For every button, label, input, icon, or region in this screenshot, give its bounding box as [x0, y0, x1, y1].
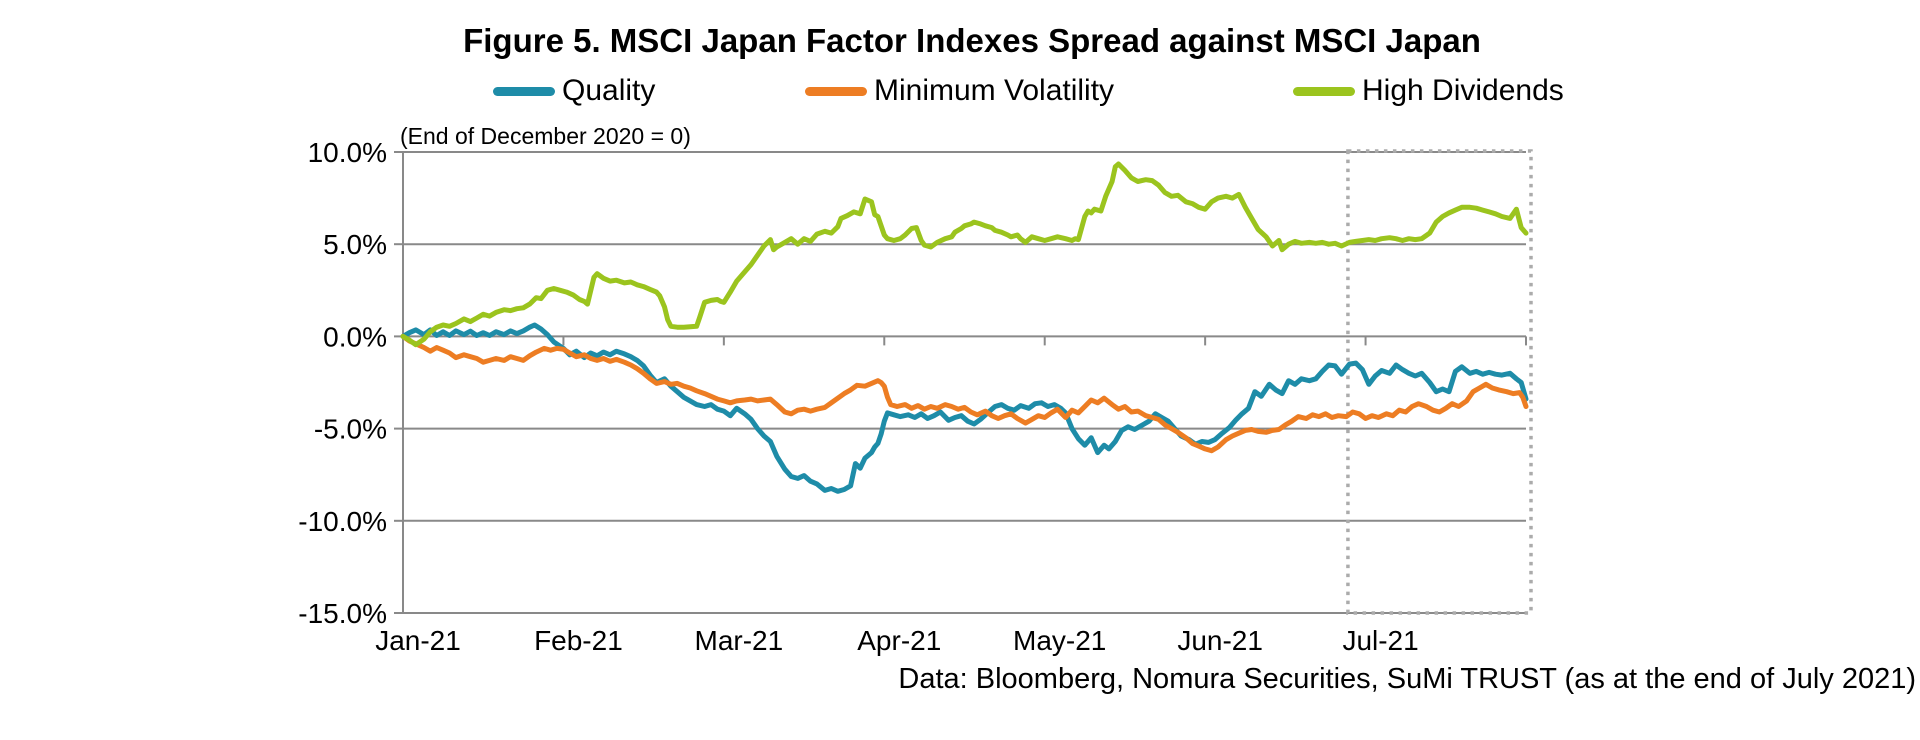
baseline-note: (End of December 2020 = 0) — [400, 123, 691, 149]
series-line-high-dividends — [400, 161, 1529, 348]
legend-item-minimum-volatility: Minimum Volatility — [805, 72, 1114, 110]
x-axis-tick-label: Jul-21 — [1342, 625, 1418, 656]
y-axis-tick-label: 5.0% — [323, 229, 387, 260]
y-axis-tick-label: -5.0% — [314, 414, 387, 445]
legend-swatch-icon — [805, 86, 867, 96]
legend-swatch-icon — [493, 86, 555, 96]
y-axis-tick-label: -15.0% — [298, 598, 387, 629]
x-axis-tick-label: Feb-21 — [534, 625, 623, 656]
x-axis-tick-label: Jun-21 — [1177, 625, 1263, 656]
legend-item-quality: Quality — [493, 72, 655, 110]
x-axis-tick-label: Mar-21 — [695, 625, 784, 656]
y-axis-tick-label: 10.0% — [308, 137, 387, 168]
x-axis-tick-label: May-21 — [1013, 625, 1106, 656]
chart-legend: Quality Minimum Volatility High Dividends — [0, 72, 1920, 110]
y-axis-tick-label: 0.0% — [323, 321, 387, 352]
series-line-minimum-volatility — [400, 333, 1529, 454]
legend-swatch-icon — [1293, 86, 1355, 96]
chart-title: Figure 5. MSCI Japan Factor Indexes Spre… — [463, 22, 1481, 59]
highlight-box-july — [1346, 149, 1533, 615]
legend-label: Quality — [562, 74, 656, 107]
x-axis-tick-label: Apr-21 — [857, 625, 941, 656]
legend-item-high-dividends: High Dividends — [1293, 72, 1564, 110]
legend-label: High Dividends — [1362, 74, 1564, 107]
legend-label: Minimum Volatility — [874, 74, 1115, 107]
series-line-quality — [400, 322, 1529, 494]
data-source-caption: Data: Bloomberg, Nomura Securities, SuMi… — [898, 663, 1916, 695]
x-axis-tick-label: Jan-21 — [375, 625, 461, 656]
y-axis-tick-label: -10.0% — [298, 506, 387, 537]
